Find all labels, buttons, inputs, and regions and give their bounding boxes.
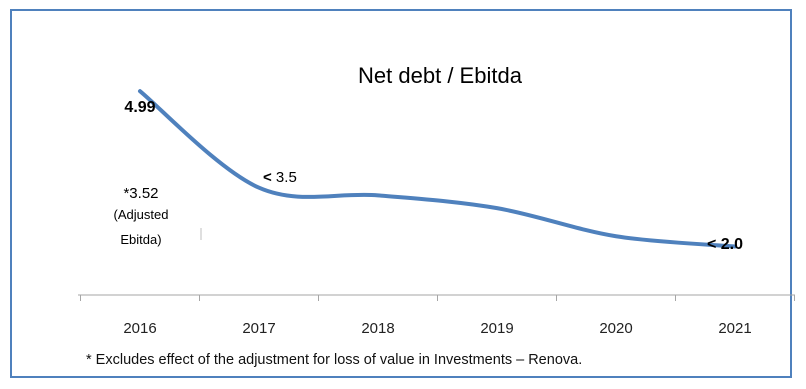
chart-title: Net debt / Ebitda	[358, 63, 523, 88]
chart-frame	[10, 9, 792, 378]
x-tick-label-2017: 2017	[242, 320, 275, 337]
data-label-2017-prefix: <	[263, 169, 272, 186]
data-label-2017: < 3.5	[263, 169, 297, 186]
annotation-line2: Ebitda)	[120, 232, 161, 247]
series-line	[138, 89, 737, 249]
x-tick-label-2016: 2016	[123, 320, 156, 337]
annotation-line1: (Adjusted	[114, 207, 169, 222]
x-tick-label-2019: 2019	[480, 320, 513, 337]
annotation-value: *3.52	[123, 185, 158, 202]
footnote: * Excludes effect of the adjustment for …	[86, 352, 583, 368]
x-tick-labels: 2016 2017 2018 2019 2020 2021	[123, 320, 751, 337]
data-label-2017-value: 3.5	[272, 169, 297, 186]
data-label-2021: < 2.0	[707, 236, 743, 253]
data-label-2016: 4.99	[124, 99, 155, 116]
x-tick-label-2020: 2020	[599, 320, 632, 337]
x-ticks	[80, 295, 795, 301]
x-tick-label-2021: 2021	[718, 320, 751, 337]
x-tick-label-2018: 2018	[361, 320, 394, 337]
